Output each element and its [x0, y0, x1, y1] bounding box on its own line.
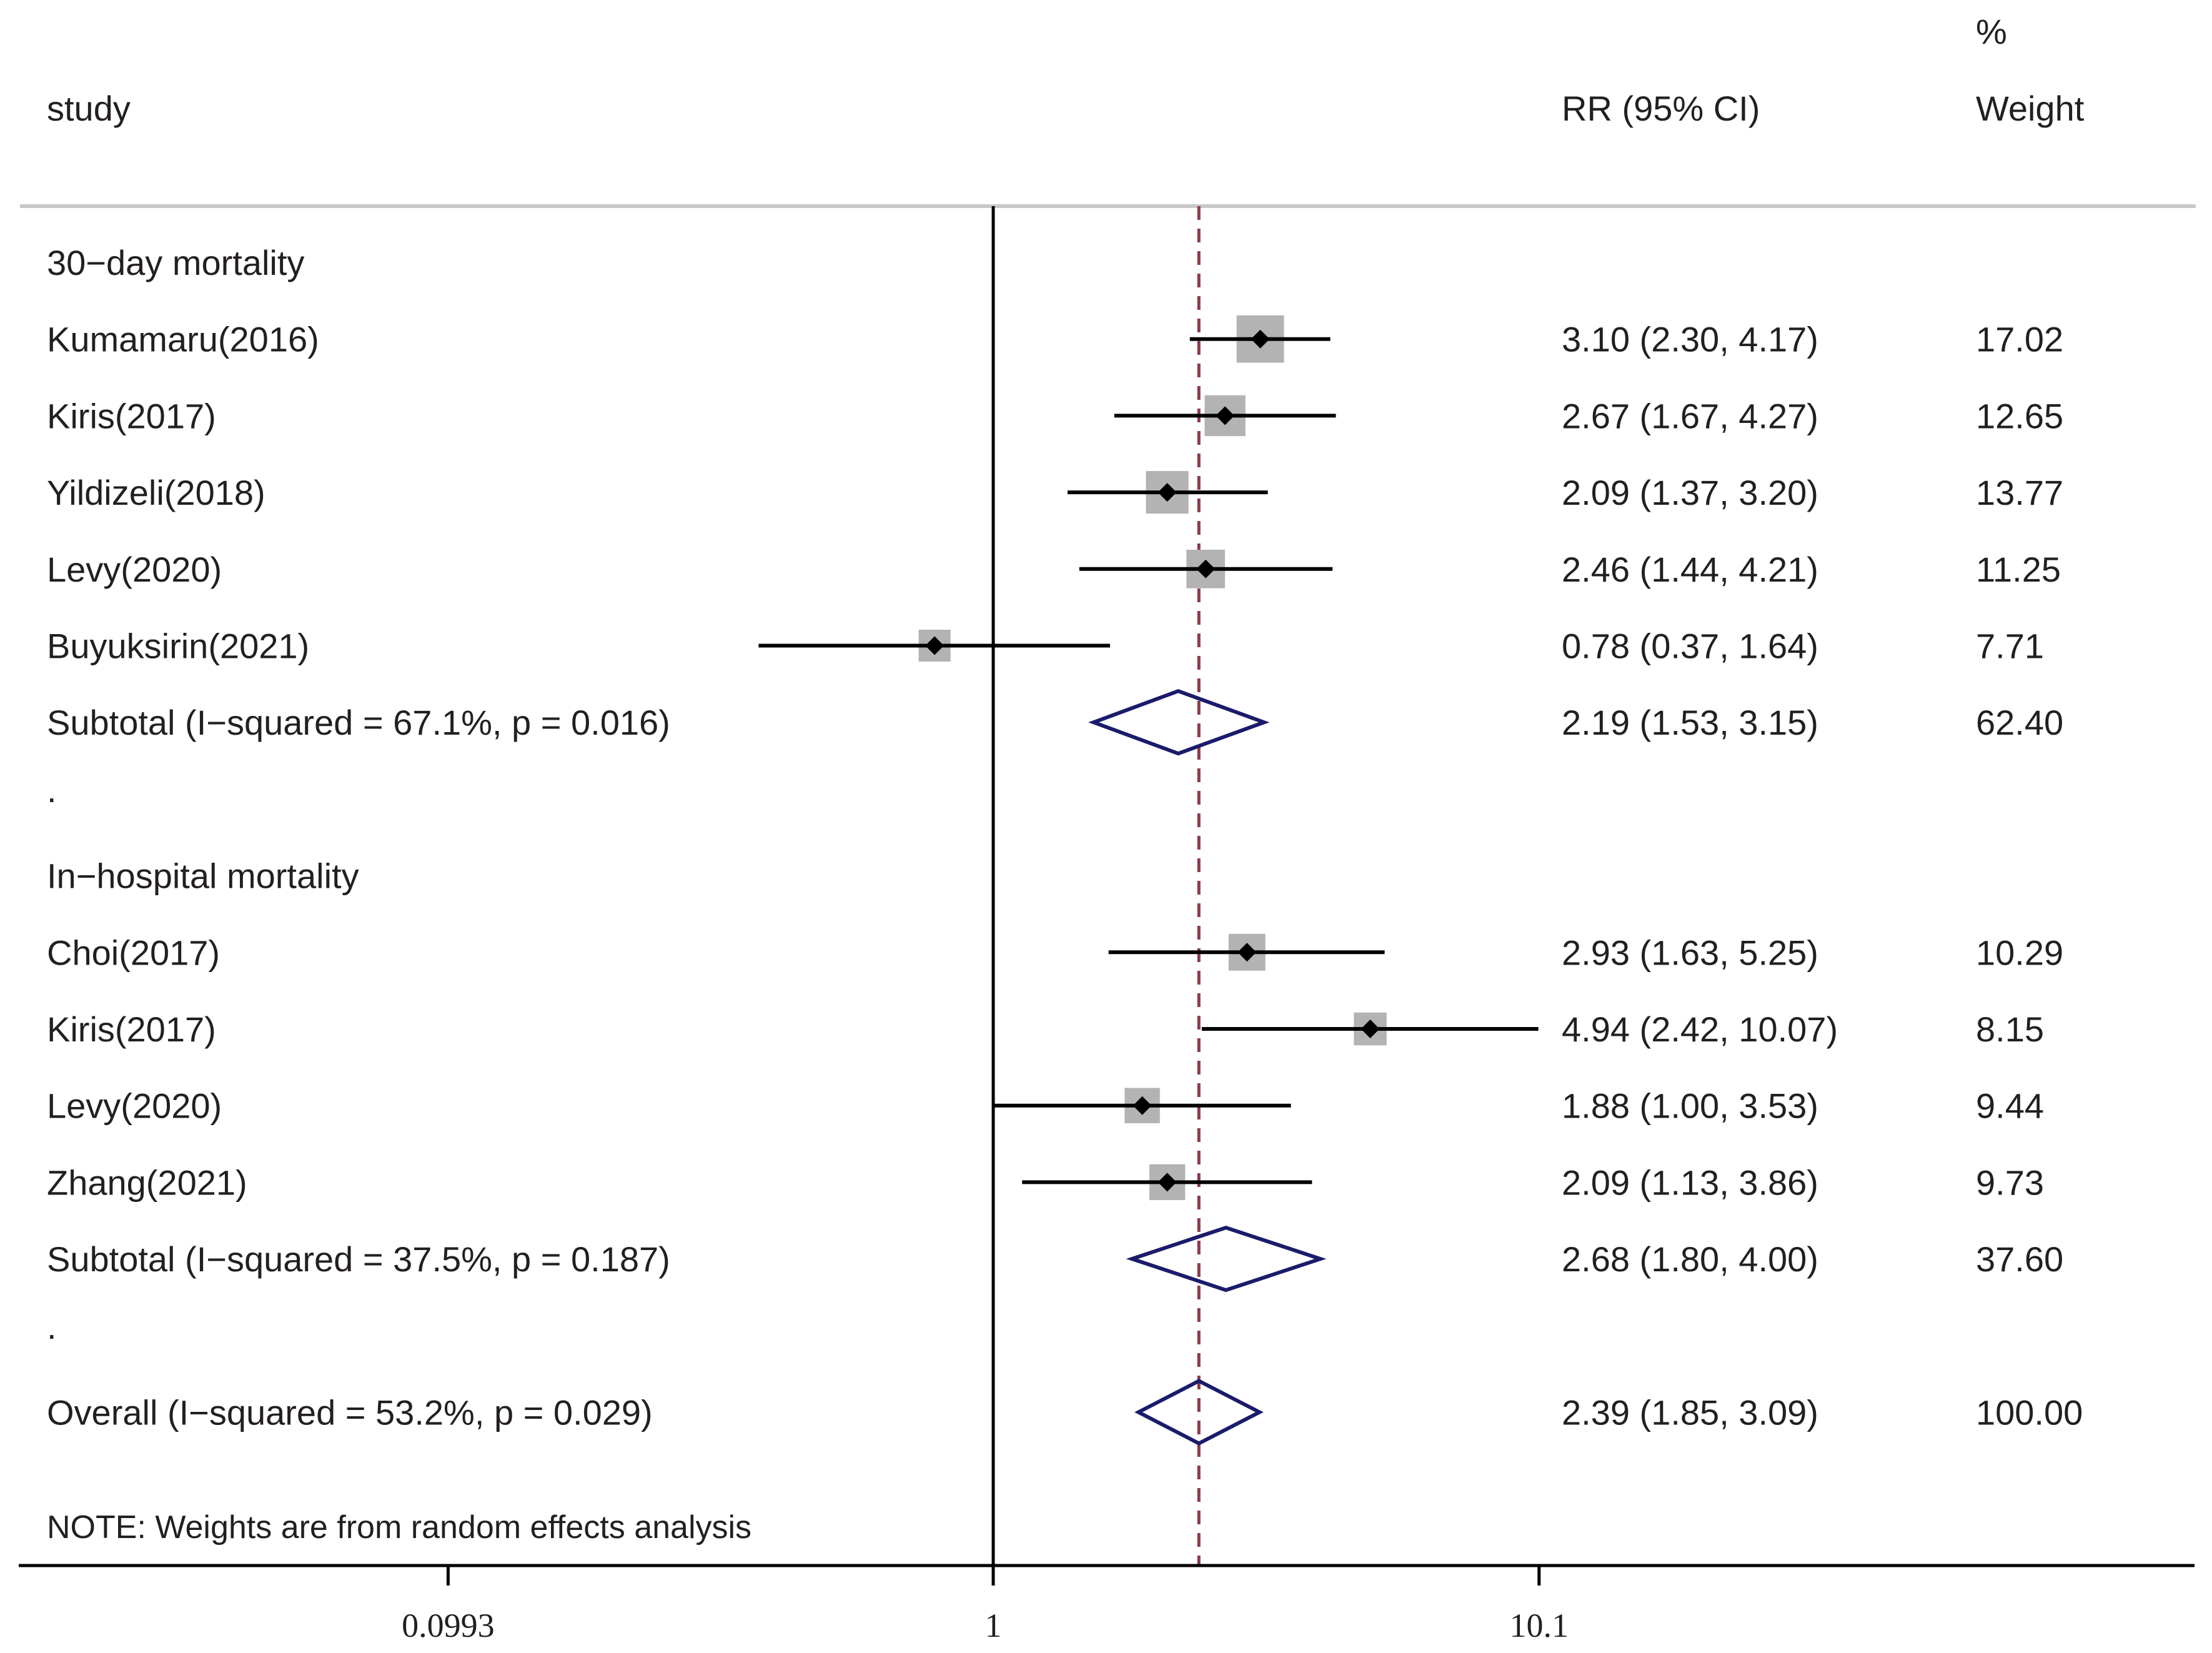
weight-value: 8.15 [1976, 1010, 2044, 1049]
effect-ci-value: 2.39 (1.85, 3.09) [1562, 1393, 1818, 1432]
effect-ci-value: 2.67 (1.67, 4.27) [1562, 396, 1818, 435]
x-axis-ticks: 0.0993 1 10.1 [402, 1566, 1569, 1644]
subtotal-diamond [1088, 689, 1270, 756]
spacer-label: . [47, 770, 57, 810]
weight-value: 13.77 [1976, 473, 2063, 512]
study-label: Kiris(2017) [47, 396, 216, 435]
weight-value: 11.25 [1976, 550, 2061, 589]
weight-value: 12.65 [1976, 396, 2063, 435]
effect-ci-value: 2.93 (1.63, 5.25) [1562, 933, 1818, 972]
point-estimate-marker [1196, 559, 1216, 578]
point-estimate-marker [1158, 483, 1177, 502]
weight-value: 9.44 [1976, 1086, 2044, 1126]
weights-note: NOTE: Weights are from random effects an… [47, 1509, 751, 1546]
weight-header: Weight [1976, 89, 2085, 128]
effect-ci-value: 2.19 (1.53, 3.15) [1562, 703, 1818, 742]
rows-layer: 30−day mortality Kumamaru(2016) 3.10 (2.30… [47, 243, 2083, 1446]
point-estimate-marker [1361, 1020, 1380, 1038]
effect-ci-value: 1.88 (1.00, 3.53) [1562, 1086, 1818, 1126]
weight-value: 7.71 [1976, 627, 2044, 666]
point-estimate-marker [925, 636, 945, 655]
weight-value: 17.02 [1976, 320, 2063, 359]
point-estimate-marker [1158, 1173, 1177, 1192]
effect-header: RR (95% CI) [1562, 89, 1760, 128]
group-label: 30−day mortality [47, 243, 304, 282]
subtotal-label: Subtotal (I−squared = 67.1%, p = 0.016) [47, 703, 670, 742]
weight-value: 10.29 [1976, 933, 2063, 972]
x-tick-label: 1 [985, 1607, 1002, 1644]
group-label: In−hospital mortality [47, 856, 359, 896]
effect-ci-value: 2.09 (1.37, 3.20) [1562, 473, 1818, 512]
study-label: Yildizeli(2018) [47, 473, 265, 512]
study-label: Choi(2017) [47, 933, 220, 972]
effect-ci-value: 3.10 (2.30, 4.17) [1562, 320, 1818, 359]
weight-header-percent: % [1976, 12, 2007, 51]
spacer-label: . [47, 1307, 57, 1346]
weight-value: 100.00 [1976, 1393, 2083, 1432]
study-label: Zhang(2021) [47, 1163, 247, 1202]
study-label: Kiris(2017) [47, 1010, 216, 1049]
x-tick-label: 10.1 [1510, 1607, 1569, 1644]
weight-value: 62.40 [1976, 703, 2063, 742]
effect-ci-value: 0.78 (0.37, 1.64) [1562, 627, 1818, 666]
subtotal-label: Subtotal (I−squared = 37.5%, p = 0.187) [47, 1239, 670, 1279]
study-label: Levy(2020) [47, 1086, 222, 1126]
point-estimate-marker [1237, 943, 1257, 962]
weight-value: 37.60 [1976, 1239, 2063, 1279]
effect-ci-value: 4.94 (2.42, 10.07) [1562, 1010, 1838, 1049]
study-label: Levy(2020) [47, 550, 222, 589]
effect-ci-value: 2.09 (1.13, 3.86) [1562, 1163, 1818, 1202]
overall-label: Overall (I−squared = 53.2%, p = 0.029) [47, 1393, 653, 1432]
effect-ci-value: 2.46 (1.44, 4.21) [1562, 550, 1818, 589]
study-label: Kumamaru(2016) [47, 320, 319, 359]
point-estimate-marker [1251, 329, 1270, 349]
study-label: Buyuksirin(2021) [47, 627, 309, 666]
weight-value: 9.73 [1976, 1163, 2044, 1202]
overall-diamond [1134, 1379, 1264, 1446]
point-estimate-marker [1133, 1096, 1152, 1115]
effect-ci-value: 2.68 (1.80, 4.00) [1562, 1239, 1818, 1279]
point-estimate-marker [1216, 406, 1235, 425]
x-tick-label: 0.0993 [402, 1607, 495, 1644]
study-header: study [47, 89, 131, 128]
subtotal-diamond [1126, 1225, 1327, 1293]
